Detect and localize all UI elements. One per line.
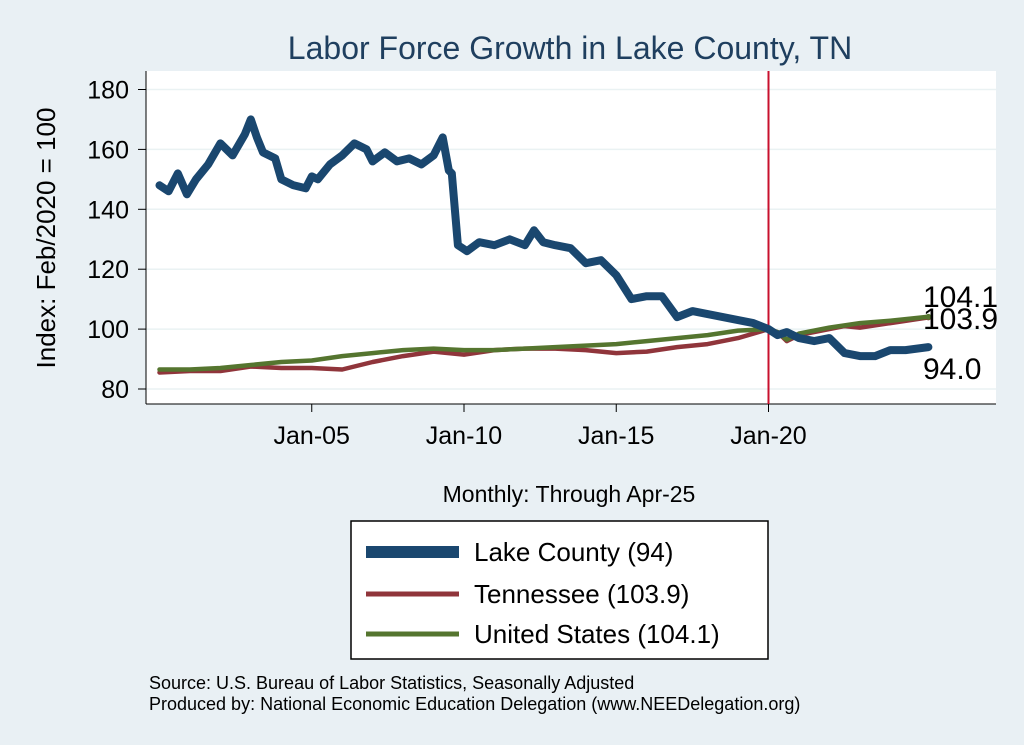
legend-label-tennessee: Tennessee (103.9) — [474, 579, 689, 609]
y-tick-label-120: 120 — [87, 256, 129, 284]
series-line-lake-county — [155, 115, 933, 361]
end-label-united-states: 104.1 — [923, 281, 998, 314]
y-tick-label-100: 100 — [87, 316, 129, 344]
series-end-point-united-states — [925, 313, 932, 320]
y-axis-label: Index: Feb/2020 = 100 — [31, 108, 61, 369]
end-label-lake-county: 94.0 — [923, 353, 981, 386]
x-tick-label-2005: Jan-05 — [274, 422, 350, 450]
y-axis-ticks: 80 100 120 140 160 180 — [87, 77, 146, 404]
source-note: Source: U.S. Bureau of Labor Statistics,… — [149, 673, 634, 693]
x-tick-label-2020: Jan-20 — [730, 422, 806, 450]
x-tick-label-2010: Jan-10 — [426, 422, 502, 450]
y-tick-label-180: 180 — [87, 77, 129, 105]
y-tick-label-80: 80 — [101, 376, 129, 404]
gridlines — [146, 88, 996, 390]
end-label-tennessee: 103.9 — [923, 303, 998, 336]
x-tick-label-2015: Jan-15 — [578, 422, 654, 450]
x-axis-ticks: Jan-05 Jan-10 Jan-15 Jan-20 — [274, 404, 807, 450]
series-end-point-lake-county — [925, 344, 932, 351]
legend: Lake County (94) Tennessee (103.9) Unite… — [350, 520, 769, 660]
producer-note: Produced by: National Economic Education… — [149, 694, 800, 714]
legend-label-lake-county: Lake County (94) — [474, 537, 673, 567]
chart-title: Labor Force Growth in Lake County, TN — [288, 30, 852, 66]
series-lines — [155, 115, 933, 375]
x-axis-label: Monthly: Through Apr-25 — [443, 481, 696, 507]
y-tick-label-160: 160 — [87, 136, 129, 164]
legend-label-united-states: United States (104.1) — [474, 619, 720, 649]
y-tick-label-140: 140 — [87, 196, 129, 224]
